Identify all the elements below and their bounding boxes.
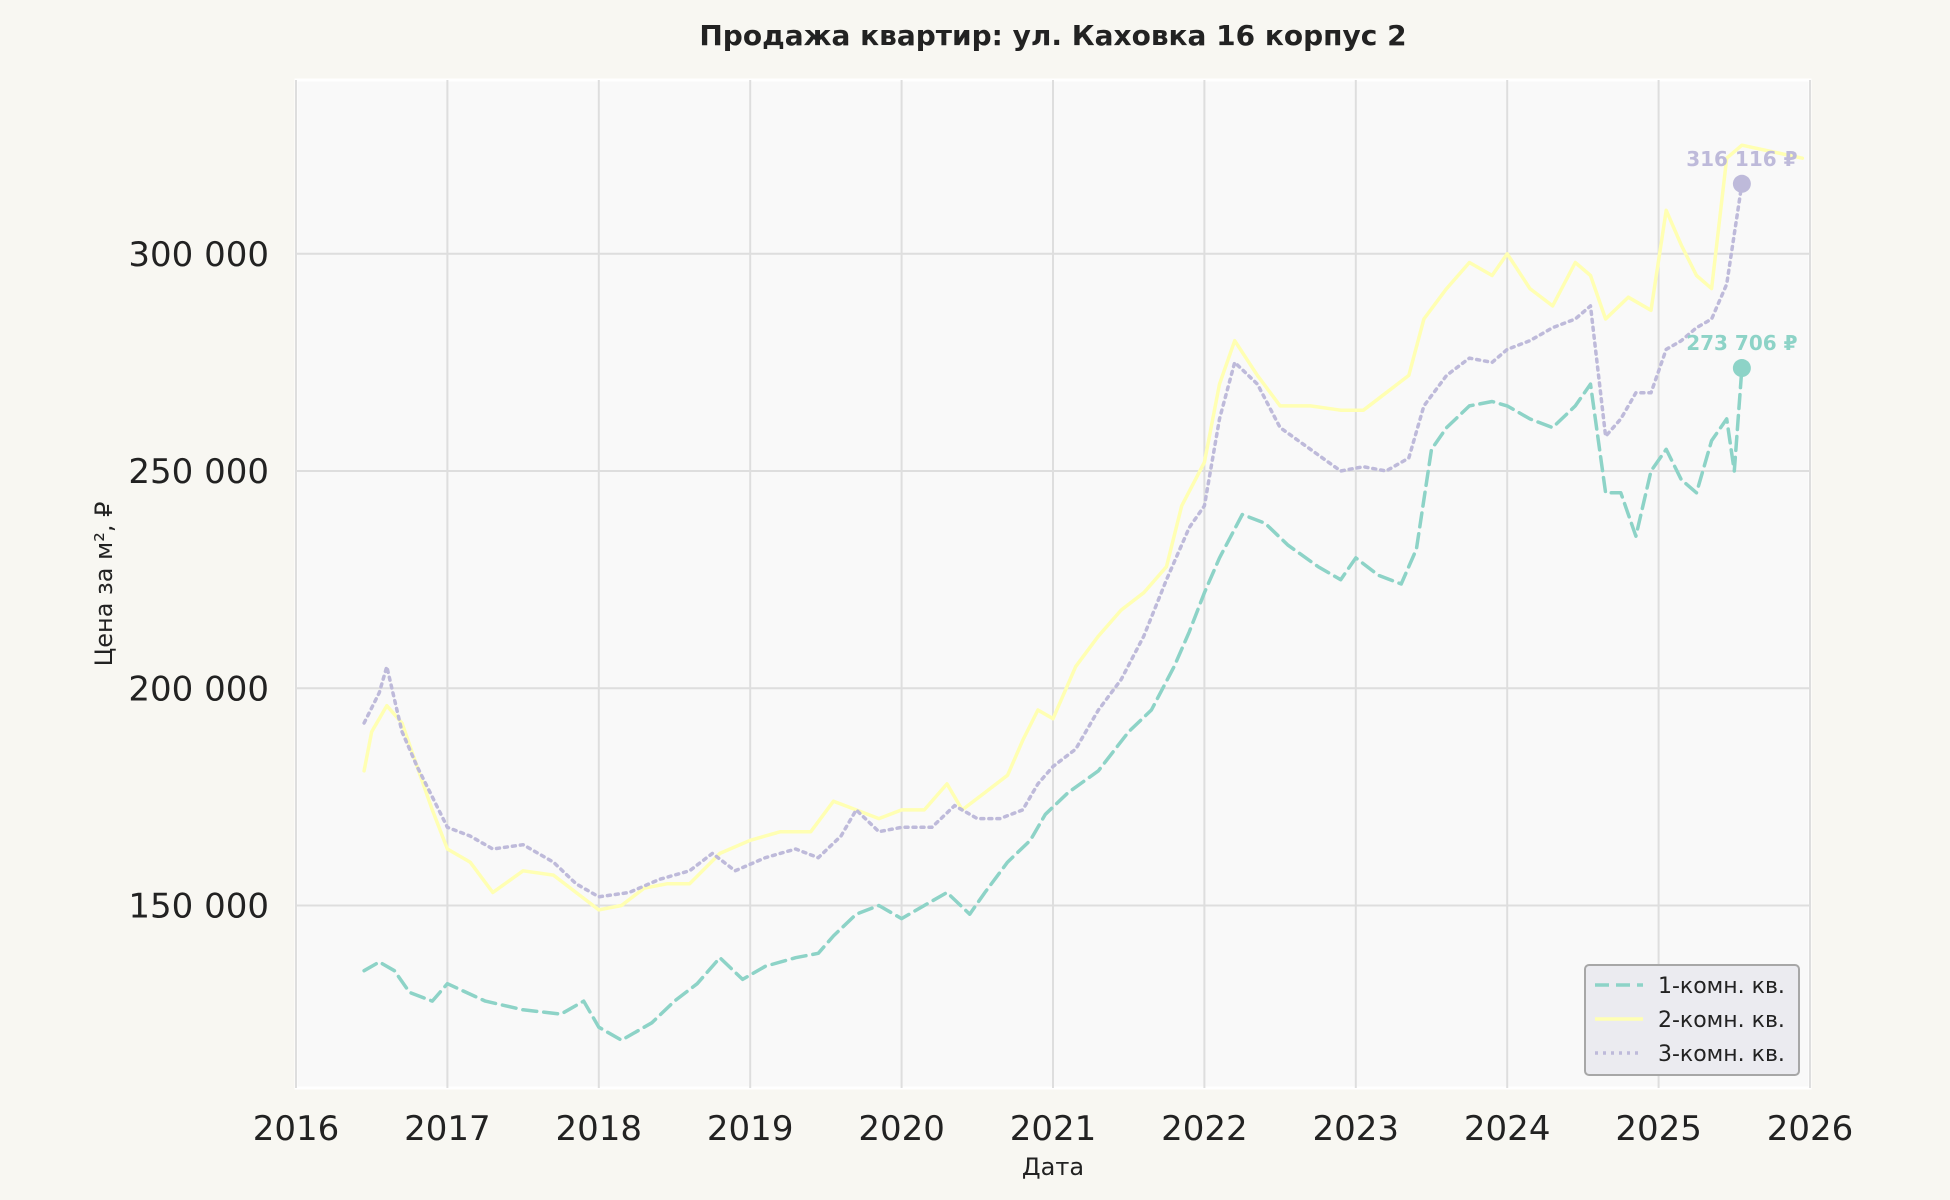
series-line-3	[362, 182, 1744, 899]
x-axis-label: Дата	[1022, 1153, 1084, 1181]
legend-label: 2-комн. кв.	[1658, 1008, 1785, 1033]
grid	[295, 80, 1811, 1088]
legend: 1-комн. кв. 2-комн. кв. 3-комн. кв.	[1584, 964, 1800, 1076]
x-tick-label: 2022	[1161, 1109, 1248, 1149]
x-tick-label: 2018	[556, 1109, 643, 1149]
x-tick-label: 2024	[1464, 1109, 1551, 1149]
end-value-label: 273 706 ₽	[1686, 331, 1797, 355]
legend-label: 1-комн. кв.	[1658, 974, 1785, 999]
x-tick-label: 2025	[1615, 1109, 1702, 1149]
x-tick-label: 2023	[1313, 1109, 1400, 1149]
y-tick-label: 200 000	[128, 669, 269, 709]
series-line-1	[362, 366, 1744, 1042]
x-tick-label: 2016	[253, 1109, 340, 1149]
end-point-marker	[1732, 174, 1751, 193]
series-lines	[362, 143, 1805, 1042]
end-markers: 273 706 ₽ 316 116 ₽	[1686, 147, 1798, 378]
series-line-2	[362, 143, 1805, 912]
tick-labels: 2016 2017 2018 2019 2020 2021 2022 2023 2024 2025…	[128, 235, 1853, 1149]
x-tick-label: 2021	[1010, 1109, 1097, 1149]
y-tick-label: 300 000	[128, 235, 269, 275]
end-value-label: 316 116 ₽	[1686, 147, 1797, 171]
x-tick-label: 2020	[858, 1109, 945, 1149]
legend-label: 3-комн. кв.	[1658, 1042, 1785, 1067]
legend-box	[1584, 964, 1800, 1076]
x-tick-label: 2017	[404, 1109, 491, 1149]
y-tick-label: 150 000	[128, 887, 269, 927]
end-point-marker	[1732, 359, 1751, 378]
chart-title: Продажа квартир: ул. Каховка 16 корпус 2	[699, 19, 1406, 52]
x-tick-label: 2019	[707, 1109, 794, 1149]
y-tick-label: 250 000	[128, 452, 269, 492]
y-axis-label: Цена за м², ₽	[90, 502, 118, 667]
x-tick-label: 2026	[1767, 1109, 1854, 1149]
